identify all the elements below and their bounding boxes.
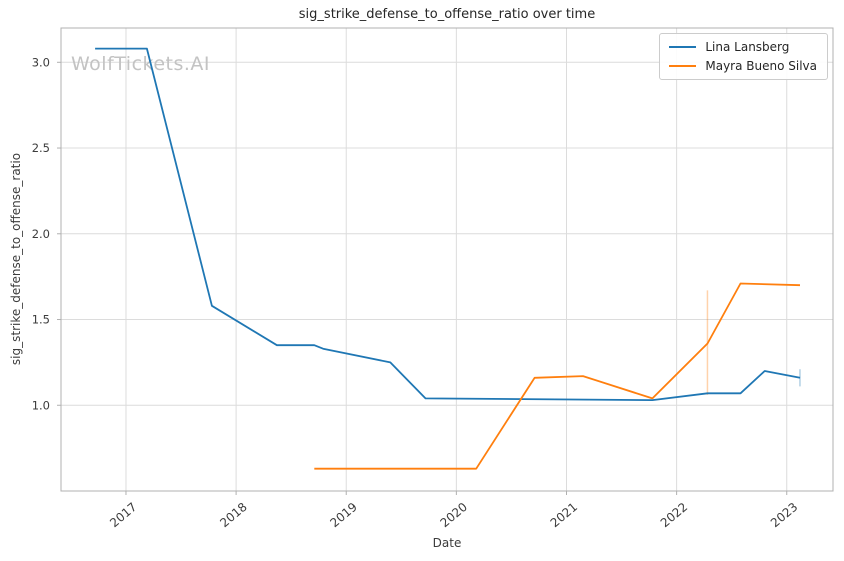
legend-item-mayra-bueno-silva: Mayra Bueno Silva <box>669 59 817 73</box>
x-tick-label: 2020 <box>438 500 470 530</box>
x-tick-label: 2023 <box>768 500 800 530</box>
x-tick-label: 2018 <box>217 500 249 530</box>
chart-title: sig_strike_defense_to_offense_ratio over… <box>298 7 596 22</box>
legend-line-swatch-icon <box>669 65 697 67</box>
y-tick-label: 2.5 <box>32 141 50 155</box>
legend-label: Lina Lansberg <box>705 40 790 54</box>
legend-item-lina-lansberg: Lina Lansberg <box>669 40 817 54</box>
y-tick-label: 1.0 <box>32 398 50 412</box>
legend-line-swatch-icon <box>669 46 697 48</box>
x-tick-label: 2019 <box>327 500 359 530</box>
y-tick-label: 2.0 <box>32 227 50 241</box>
x-tick-label: 2021 <box>548 500 580 530</box>
x-tick-label: 2022 <box>658 500 690 530</box>
series-line-lina-lansberg <box>95 47 801 402</box>
legend: Lina Lansberg Mayra Bueno Silva <box>659 33 828 80</box>
y-tick-label: 1.5 <box>32 313 50 327</box>
legend-label: Mayra Bueno Silva <box>705 59 817 73</box>
x-tick-label: 2017 <box>107 500 139 530</box>
watermark: WolfTickets.AI <box>71 53 210 75</box>
series-line-mayra-bueno-silva <box>314 282 801 470</box>
y-tick-label: 3.0 <box>32 55 50 69</box>
x-axis-label: Date <box>432 536 462 550</box>
plot-frame <box>60 27 834 492</box>
